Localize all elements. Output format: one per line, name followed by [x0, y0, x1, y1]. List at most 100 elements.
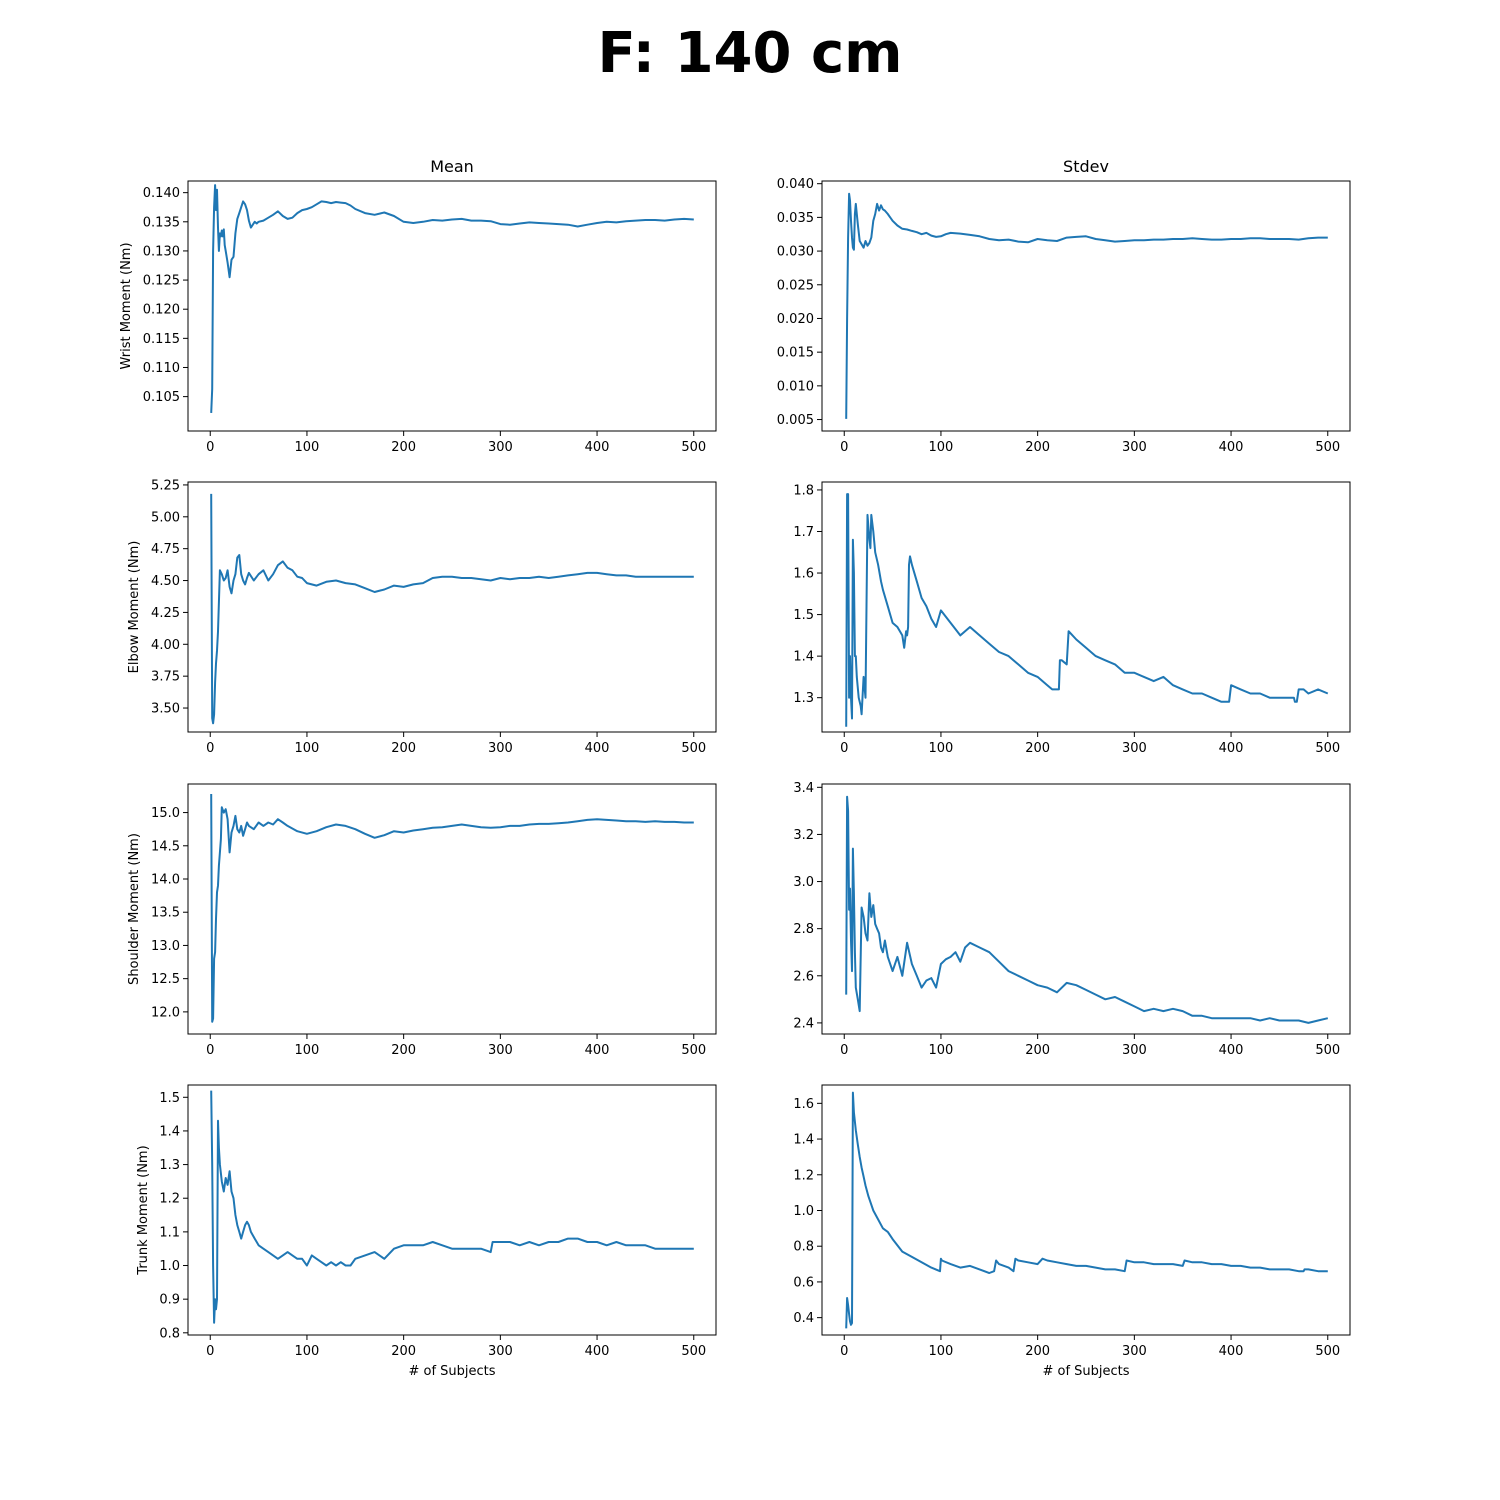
- mean-wrist-y-tick-label: 0.115: [143, 332, 180, 347]
- stdev-wrist-y-tick-label: 0.030: [777, 245, 814, 260]
- mean-elbow-y-tick-label: 5.25: [151, 478, 180, 493]
- stdev-elbow-y-tick-label: 1.5: [793, 608, 814, 623]
- mean-elbow-x-tick-label: 200: [391, 741, 416, 756]
- mean-wrist-y-tick-label: 0.140: [143, 186, 180, 201]
- stdev-elbow-y-tick-label: 1.8: [793, 483, 814, 498]
- mean-trunk-x-tick-label: 300: [488, 1344, 513, 1359]
- stdev-wrist-x-tick-label: 500: [1315, 440, 1340, 455]
- stdev-wrist-y-tick-label: 0.005: [777, 413, 814, 428]
- mean-trunk-y-tick-label: 1.5: [159, 1091, 180, 1106]
- stdev-shoulder-x-tick-label: 300: [1122, 1043, 1147, 1058]
- stdev-wrist-y-tick-label: 0.010: [777, 379, 814, 394]
- mean-wrist-y-tick-label: 0.120: [143, 303, 180, 318]
- stdev-trunk-x-tick-label: 500: [1315, 1344, 1340, 1359]
- mean-elbow-y-tick-label: 4.50: [151, 574, 180, 589]
- stdev-shoulder-axes-frame: [821, 783, 1351, 1035]
- mean-elbow-axes-frame: [187, 481, 717, 733]
- mean-shoulder-x-tick-label: 300: [488, 1043, 513, 1058]
- mean-trunk-y-tick-label: 1.2: [159, 1192, 180, 1207]
- stdev-shoulder-x-tick-label: 0: [840, 1043, 848, 1058]
- stdev-trunk-x-tick-label: 0: [840, 1344, 848, 1359]
- stdev-trunk-x-tick-label: 100: [929, 1344, 954, 1359]
- mean-trunk-x-tick-label: 0: [206, 1344, 214, 1359]
- mean-wrist-y-tick-label: 0.110: [143, 361, 180, 376]
- stdev-wrist-x-tick-label: 100: [929, 440, 954, 455]
- mean-trunk-y-tick-label: 1.0: [159, 1259, 180, 1274]
- stdev-wrist-x-tick-label: 0: [840, 440, 848, 455]
- stdev-wrist-x-tick-label: 400: [1219, 440, 1244, 455]
- stdev-shoulder-y-tick-label: 2.6: [793, 969, 814, 984]
- mean-shoulder-y-tick-label: 14.0: [151, 873, 180, 888]
- mean-trunk-x-label: # of Subjects: [408, 1364, 495, 1379]
- stdev-wrist-y-tick-label: 0.015: [777, 346, 814, 361]
- mean-elbow-x-tick-label: 300: [488, 741, 513, 756]
- stdev-trunk-x-tick-label: 200: [1025, 1344, 1050, 1359]
- mean-trunk-y-label: Trunk Moment (Nm): [136, 1145, 151, 1275]
- mean-wrist-series-line: [210, 184, 694, 413]
- stdev-shoulder-series-line: [845, 795, 1329, 1024]
- stdev-trunk-axes-frame: [821, 1084, 1351, 1336]
- stdev-shoulder-x-tick-label: 400: [1219, 1043, 1244, 1058]
- mean-trunk-y-tick-label: 1.3: [159, 1158, 180, 1173]
- mean-shoulder-y-tick-label: 13.5: [151, 906, 180, 921]
- stdev-shoulder-y-tick-label: 3.4: [793, 781, 814, 796]
- stdev-trunk-x-tick-label: 300: [1122, 1344, 1147, 1359]
- figure-title: F: 140 cm: [597, 21, 903, 86]
- stdev-elbow-x-tick-label: 0: [840, 741, 848, 756]
- stdev-elbow-y-tick-label: 1.7: [793, 525, 814, 540]
- stdev-shoulder-x-tick-label: 500: [1315, 1043, 1340, 1058]
- stdev-wrist-y-tick-label: 0.035: [777, 211, 814, 226]
- mean-shoulder-x-tick-label: 200: [391, 1043, 416, 1058]
- mean-shoulder-y-tick-label: 13.0: [151, 939, 180, 954]
- stdev-trunk-y-tick-label: 0.4: [793, 1311, 814, 1326]
- stdev-wrist-x-tick-label: 200: [1025, 440, 1050, 455]
- stdev-elbow-x-tick-label: 500: [1315, 741, 1340, 756]
- mean-trunk-y-tick-label: 0.8: [159, 1326, 180, 1341]
- mean-elbow-y-tick-label: 3.75: [151, 670, 180, 685]
- stdev-trunk-x-tick-label: 400: [1219, 1344, 1244, 1359]
- mean-shoulder-series-line: [210, 793, 694, 1023]
- mean-shoulder-y-tick-label: 14.5: [151, 839, 180, 854]
- mean-shoulder-x-tick-label: 500: [681, 1043, 706, 1058]
- mean-shoulder-y-tick-label: 12.5: [151, 972, 180, 987]
- mean-wrist-axes-frame: [187, 180, 717, 432]
- stdev-wrist-series-line: [845, 192, 1328, 419]
- mean-shoulder-x-tick-label: 400: [585, 1043, 610, 1058]
- stdev-elbow-x-tick-label: 300: [1122, 741, 1147, 756]
- mean-elbow-y-tick-label: 3.50: [151, 702, 180, 717]
- mean-elbow-y-tick-label: 5.00: [151, 510, 180, 525]
- stdev-trunk-x-label: # of Subjects: [1042, 1364, 1129, 1379]
- mean-wrist-x-tick-label: 100: [295, 440, 320, 455]
- stdev-wrist-y-tick-label: 0.040: [777, 177, 814, 192]
- mean-trunk-axes-frame: [187, 1084, 717, 1336]
- mean-elbow-x-tick-label: 400: [585, 741, 610, 756]
- stdev-shoulder-y-tick-label: 2.4: [793, 1016, 814, 1031]
- mean-elbow-y-tick-label: 4.25: [151, 606, 180, 621]
- stdev-wrist-y-tick-label: 0.025: [777, 278, 814, 293]
- mean-wrist-y-tick-label: 0.135: [143, 215, 180, 230]
- mean-wrist-x-tick-label: 200: [391, 440, 416, 455]
- mean-trunk-x-tick-label: 200: [391, 1344, 416, 1359]
- mean-elbow-x-tick-label: 0: [206, 741, 214, 756]
- mean-shoulder-y-tick-label: 12.0: [151, 1005, 180, 1020]
- mean-elbow-y-label: Elbow Moment (Nm): [127, 541, 142, 674]
- mean-wrist-x-tick-label: 300: [488, 440, 513, 455]
- stdev-shoulder-y-tick-label: 3.0: [793, 875, 814, 890]
- mean-wrist-x-tick-label: 500: [681, 440, 706, 455]
- mean-wrist-y-tick-label: 0.130: [143, 244, 180, 259]
- stdev-elbow-x-tick-label: 200: [1025, 741, 1050, 756]
- mean-wrist-y-tick-label: 0.105: [143, 390, 180, 405]
- stdev-trunk-y-tick-label: 0.6: [793, 1275, 814, 1290]
- stdev-elbow-series-line: [845, 493, 1329, 727]
- stdev-shoulder-x-tick-label: 100: [929, 1043, 954, 1058]
- mean-trunk-x-tick-label: 500: [681, 1344, 706, 1359]
- mean-elbow-y-tick-label: 4.00: [151, 638, 180, 653]
- stdev-wrist-x-tick-label: 300: [1122, 440, 1147, 455]
- mean-wrist-x-tick-label: 400: [585, 440, 610, 455]
- mean-shoulder-axes-frame: [187, 783, 717, 1035]
- stdev-shoulder-y-tick-label: 3.2: [793, 828, 814, 843]
- stdev-wrist-axes-frame: [821, 180, 1351, 432]
- mean-wrist-y-tick-label: 0.125: [143, 274, 180, 289]
- mean-elbow-x-tick-label: 100: [295, 741, 320, 756]
